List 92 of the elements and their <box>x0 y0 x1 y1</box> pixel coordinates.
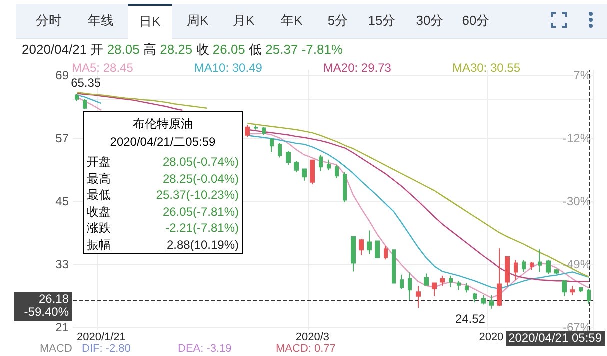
x-tick-label: 2020/3 <box>296 332 330 344</box>
y-tick-label: 57 <box>56 131 70 146</box>
y-tick-label: 69 <box>56 68 70 82</box>
text: 分时 <box>35 12 63 30</box>
text: 年K <box>280 12 304 30</box>
candlestick <box>343 172 347 203</box>
candlestick <box>302 168 307 182</box>
candlestick <box>457 280 461 291</box>
text: 2020/04/21 开 28.05 高 28.25 收 26.05 低 25.37 -7.81% <box>22 42 344 57</box>
candlestick <box>481 294 486 306</box>
annotation: 25.37(-10.23%) <box>156 188 239 202</box>
y-tick-label: 45 <box>56 194 70 208</box>
candlestick <box>432 282 437 297</box>
text: MA30: 30.55 <box>452 61 521 75</box>
candlestick <box>254 125 258 130</box>
candlestick <box>83 98 87 110</box>
annotation: 布伦特原油 <box>132 117 194 131</box>
annotation: 28.25(-0.04%) <box>162 172 239 186</box>
candlestick <box>587 288 591 305</box>
annotation: 24.52 <box>455 312 486 326</box>
text: 30分 <box>415 12 445 30</box>
candlestick <box>408 272 412 301</box>
annotation: 振幅 <box>87 238 111 252</box>
text: MA20: 29.73 <box>323 61 392 75</box>
candlestick <box>392 250 396 284</box>
candlestick <box>327 159 331 171</box>
x-tick-label: 2020 <box>479 332 504 344</box>
y-tick-label: 21 <box>56 320 70 334</box>
candlestick <box>522 260 526 273</box>
text: MA10: 30.49 <box>194 61 263 75</box>
text: 60分 <box>461 12 491 30</box>
text: DEA: -3.19 <box>178 343 232 355</box>
text: MACD: 0.77 <box>276 343 336 355</box>
candlestick <box>286 150 291 166</box>
ref-line-label: 26.18 -59.40% <box>17 292 69 320</box>
annotation: 最低 <box>87 188 111 202</box>
candlestick <box>538 249 542 273</box>
text: 15分 <box>367 12 397 30</box>
candlestick <box>359 238 364 256</box>
candlestick <box>505 256 510 287</box>
candlestick <box>579 287 583 293</box>
series-label: MA5: 28.45 <box>72 61 134 75</box>
annotation: 65.35 <box>71 76 102 90</box>
text: 月K <box>232 12 256 30</box>
x-tick-label: 2020/1/21 <box>76 332 126 344</box>
candlestick <box>367 230 372 255</box>
annotation: 2.88(10.19%) <box>166 238 239 252</box>
candlestick <box>278 143 282 158</box>
candlestick <box>497 248 502 307</box>
candlestick <box>384 245 388 260</box>
annotation: 28.05(-0.74%) <box>162 155 239 169</box>
candlestick <box>319 154 323 172</box>
candlestick <box>270 138 274 153</box>
candlestick <box>416 286 421 308</box>
candlestick <box>351 236 356 272</box>
candlestick <box>440 275 445 287</box>
text: MACD <box>40 343 72 355</box>
annotation: 26.05(-7.81%) <box>162 204 239 218</box>
candlestick <box>514 260 518 281</box>
text: 日K <box>128 4 172 39</box>
candlestick <box>489 294 494 310</box>
y2-tick-label: -12% <box>562 131 592 146</box>
text: 年线 <box>87 12 115 30</box>
candlestick <box>530 262 534 271</box>
candlestick <box>424 273 429 286</box>
candlestick <box>546 260 551 275</box>
text: DIF: -2.80 <box>82 343 131 355</box>
candlestick <box>245 124 250 138</box>
candlestick <box>473 292 477 304</box>
text: 5分 <box>326 12 350 30</box>
candlestick <box>449 275 453 288</box>
candlestick <box>400 274 404 290</box>
annotation: 收盘 <box>87 204 111 218</box>
text: 周K <box>186 12 210 30</box>
annotation: 涨跌 <box>87 221 111 235</box>
candlestick <box>554 268 559 275</box>
candlestick <box>262 126 266 136</box>
annotation: -2.21(-7.81%) <box>166 221 239 235</box>
annotation: 2020/04/21/二05:59 <box>109 135 217 149</box>
annotation: 最高 <box>87 172 111 186</box>
candlestick <box>335 164 339 179</box>
candlestick <box>562 280 567 297</box>
candlestick <box>75 94 79 102</box>
y-tick-label: 33 <box>56 257 70 272</box>
candlestick <box>375 240 380 259</box>
candlestick <box>570 286 575 296</box>
y2-tick-label: -30% <box>562 194 592 208</box>
candlestick <box>294 160 299 173</box>
candlestick <box>310 159 315 186</box>
text: 2020/04/21 05:59 <box>508 331 602 345</box>
candlestick <box>465 282 469 294</box>
annotation: 开盘 <box>87 155 111 169</box>
